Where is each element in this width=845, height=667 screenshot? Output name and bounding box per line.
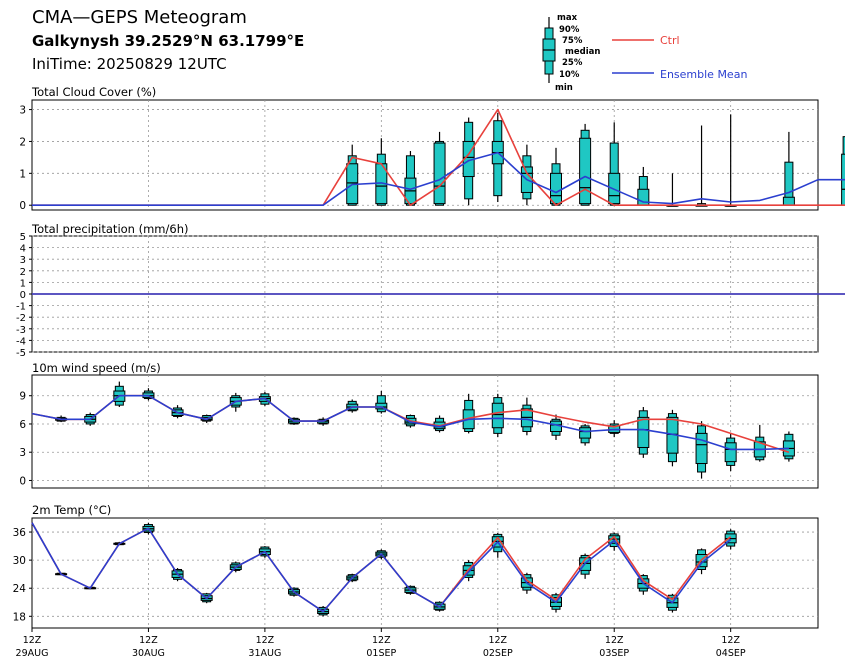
legend-box-label: max [557, 13, 578, 23]
x-tick-hour-label: 12Z [139, 635, 158, 646]
y-tick-label: 18 [13, 611, 26, 623]
legend-ctrl-label: Ctrl [660, 34, 680, 47]
plot-frame [31, 517, 819, 629]
box-25-75 [695, 432, 708, 465]
y-tick-label: 4 [20, 244, 26, 255]
x-tick-hour-label: 12Z [721, 635, 740, 646]
legend-box-label: 25% [562, 58, 583, 68]
x-tick-date-label: 01SEP [366, 648, 396, 659]
y-tick-label: 3 [20, 255, 26, 266]
plot-frame [31, 99, 819, 211]
y-tick-label: -2 [16, 313, 26, 324]
x-tick-date-label: 04SEP [716, 648, 746, 659]
y-tick-label: 1 [20, 278, 26, 289]
location-label: Galkynysh 39.2529°N 63.1799°E [32, 32, 305, 50]
y-tick-label: 3 [19, 447, 26, 459]
legend-mean-label: Ensemble Mean [660, 68, 747, 81]
mean-series-line [31, 522, 732, 613]
x-tick-date-label: 02SEP [483, 648, 513, 659]
y-tick-label: 36 [13, 527, 27, 539]
y-tick-label: 30 [13, 555, 26, 567]
init-time-label: IniTime: 20250829 12UTC [32, 55, 227, 73]
y-tick-label: -5 [16, 348, 26, 359]
y-tick-label: 0 [20, 290, 26, 301]
x-tick-hour-label: 12Z [605, 635, 624, 646]
y-tick-label: 2 [19, 136, 26, 148]
box-25-75 [375, 402, 388, 410]
legend-box-label: median [565, 47, 600, 57]
panel-title: 2m Temp (°C) [32, 503, 111, 517]
x-tick-date-label: 30AUG [132, 648, 165, 659]
mean-series-line [32, 151, 845, 206]
legend-box-label: 75% [562, 36, 583, 46]
x-tick-date-label: 31AUG [248, 648, 281, 659]
box-25-75 [579, 427, 592, 439]
legend-box-label: 90% [559, 25, 580, 35]
y-tick-label: 6 [19, 419, 26, 431]
box-25-75 [491, 402, 504, 429]
y-tick-label: 24 [13, 583, 27, 595]
x-tick-hour-label: 12Z [372, 635, 391, 646]
box-25-75 [782, 196, 795, 206]
y-tick-label: 1 [19, 168, 26, 180]
x-tick-date-label: 03SEP [599, 648, 629, 659]
panel-title: 10m wind speed (m/s) [32, 361, 161, 375]
box-25-75 [550, 172, 562, 205]
y-tick-label: 9 [19, 391, 26, 403]
y-tick-label: 5 [20, 232, 26, 243]
y-tick-label: 0 [19, 200, 26, 212]
panel-title: Total precipitation (mm/6h) [31, 222, 188, 236]
page-title: CMA—GEPS Meteogram [32, 7, 247, 28]
mean-series-line [31, 394, 789, 451]
x-tick-hour-label: 12Z [256, 635, 275, 646]
legend-box-label: min [555, 83, 573, 93]
y-tick-label: 0 [19, 475, 26, 487]
x-tick-date-label: 29AUG [16, 648, 49, 659]
box-25-75 [637, 416, 650, 449]
y-tick-label: 2 [20, 267, 26, 278]
x-tick-hour-label: 12Z [23, 635, 42, 646]
box-25-75 [579, 137, 592, 205]
panel-title: Total Cloud Cover (%) [31, 85, 156, 99]
x-tick-hour-label: 12Z [488, 635, 507, 646]
box-25-75 [724, 442, 737, 463]
y-tick-label: -1 [16, 302, 26, 313]
y-tick-label: -3 [16, 325, 26, 336]
legend-box-label: 10% [559, 70, 580, 80]
box-25-75 [433, 142, 446, 205]
y-tick-label: -4 [16, 336, 26, 347]
plot-frame [31, 374, 819, 489]
y-tick-label: 3 [19, 105, 26, 117]
